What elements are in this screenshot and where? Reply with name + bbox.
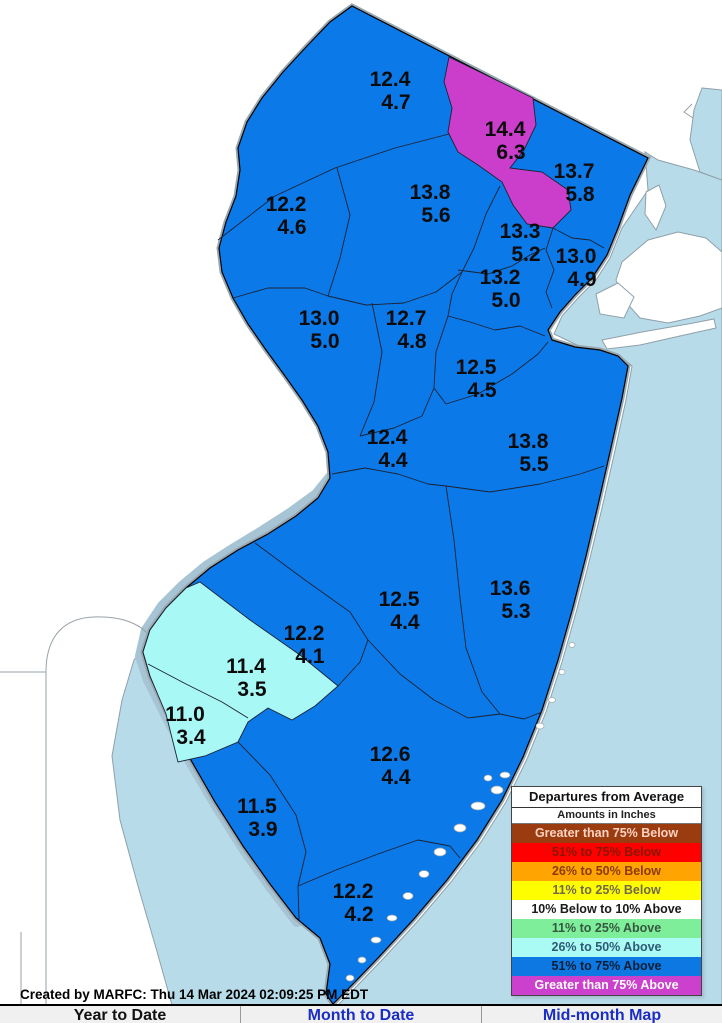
- county-label-morris: 13.8 5.6: [410, 181, 451, 227]
- county-label-bergen: 13.7 5.8: [554, 160, 595, 206]
- created-by-text: Created by MARFC: Thu 14 Mar 2024 02:09:…: [20, 987, 369, 1002]
- legend-row-greater-than-75-below: Greater than 75% Below: [512, 824, 701, 843]
- county-label-essex: 13.3 5.2: [500, 220, 541, 266]
- legend-row-51-to-75-below: 51% to 75% Below: [512, 843, 701, 862]
- county-label-hudson: 13.0 4.9: [556, 245, 597, 291]
- legend-row-26-to-50-above: 26% to 50% Above: [512, 938, 701, 957]
- legend-row-51-to-75-above: 51% to 75% Above: [512, 957, 701, 976]
- county-label-salem: 11.0 3.4: [165, 703, 206, 749]
- county-label-atlantic: 12.6 4.4: [370, 743, 411, 789]
- county-label-monmouth: 13.8 5.5: [508, 430, 549, 476]
- county-label-middlesex: 12.5 4.5: [456, 356, 497, 402]
- county-label-warren: 12.2 4.6: [266, 193, 307, 239]
- legend-subtitle: Amounts in Inches: [512, 808, 701, 824]
- delaware-border-lines: [0, 103, 694, 1005]
- coastal-islands: [345, 642, 576, 982]
- county-label-camden: 12.2 4.1: [284, 622, 325, 668]
- new-jersey-state-outline: [142, 5, 649, 1005]
- legend-row-11-to-25-below: 11% to 25% Below: [512, 881, 701, 900]
- county-label-burlington: 12.5 4.4: [379, 588, 420, 634]
- legend-rows: Greater than 75% Below 51% to 75% Below 26…: [512, 824, 701, 995]
- bottom-tab-bar: Year to Date Month to Date Mid-month Map: [0, 1004, 722, 1023]
- county-boundaries: [147, 133, 605, 921]
- cyan-counties-gloucester-salem: [142, 581, 339, 763]
- county-label-cape-may: 12.2 4.2: [333, 880, 374, 926]
- new-york-islands: [595, 184, 722, 350]
- magenta-county-passaic: [443, 56, 572, 229]
- county-label-union: 13.2 5.0: [480, 266, 521, 312]
- county-label-somerset: 12.7 4.8: [386, 307, 427, 353]
- tab-mid-month-map[interactable]: Mid-month Map: [481, 1006, 722, 1023]
- tab-month-to-date[interactable]: Month to Date: [240, 1006, 481, 1023]
- county-label-ocean: 13.6 5.3: [490, 577, 531, 623]
- legend-title: Departures from Average: [512, 787, 701, 808]
- county-label-cumberland: 11.5 3.9: [237, 795, 277, 841]
- county-label-passaic: 14.4 6.3: [485, 118, 526, 164]
- county-label-gloucester: 11.4 3.5: [226, 655, 267, 701]
- county-label-hunterdon: 13.0 5.0: [299, 307, 340, 353]
- county-value-labels: 12.4 4.7 14.4 6.3 13.7 5.8 12.2 4.6 13.8 5.6 13.3 5…: [165, 68, 596, 926]
- map-legend: Departures from Average Amounts in Inche…: [511, 786, 702, 996]
- legend-row-11-to-25-above: 11% to 25% Above: [512, 919, 701, 938]
- long-island-sound-water: [689, 87, 722, 181]
- tab-year-to-date[interactable]: Year to Date: [73, 1007, 167, 1023]
- county-label-sussex: 12.4 4.7: [370, 68, 411, 114]
- legend-row-10-below-to-10-above: 10% Below to 10% Above: [512, 900, 701, 919]
- legend-row-greater-than-75-above: Greater than 75% Above: [512, 976, 701, 995]
- legend-row-26-to-50-below: 26% to 50% Below: [512, 862, 701, 881]
- county-label-mercer: 12.4 4.4: [367, 426, 408, 472]
